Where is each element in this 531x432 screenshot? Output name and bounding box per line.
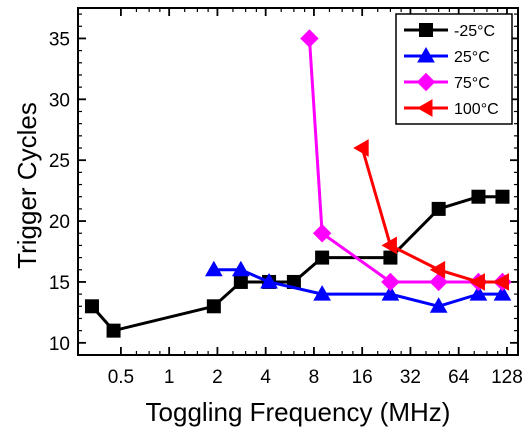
y-axis-title: Trigger Cycles — [12, 102, 42, 269]
data-point — [381, 236, 397, 255]
y-tick-label: 25 — [49, 151, 70, 172]
data-point — [429, 272, 448, 292]
y-tick-label: 10 — [49, 334, 70, 355]
series-square — [84, 189, 510, 338]
y-tick-label: 20 — [49, 212, 70, 233]
plot-border — [77, 7, 519, 356]
legend-marker — [416, 99, 433, 117]
data-point — [471, 189, 486, 204]
legend-item: 25°C — [404, 46, 490, 66]
x-tick-label: 64 — [448, 367, 470, 388]
data-point — [233, 274, 248, 289]
data-point — [469, 273, 485, 291]
series-triangle-up — [204, 260, 512, 313]
data-point — [300, 29, 319, 48]
data-point — [493, 273, 509, 291]
series-layer — [84, 29, 512, 338]
x-axis-title: Toggling Frequency (MHz) — [146, 397, 451, 427]
data-point — [381, 272, 400, 292]
data-point — [315, 250, 330, 265]
series-triangle-left — [353, 139, 509, 291]
legend-item: 100°C — [404, 99, 499, 118]
data-point — [429, 260, 446, 279]
data-point — [204, 260, 223, 277]
data-point — [381, 285, 400, 301]
data-point — [106, 323, 121, 338]
data-point — [231, 260, 250, 277]
x-tick-label: 2 — [212, 367, 223, 388]
x-tick-label: 8 — [309, 367, 320, 388]
legend-item: -25°C — [404, 23, 495, 40]
data-point — [493, 285, 512, 301]
data-point — [495, 189, 510, 204]
data-point — [260, 272, 278, 289]
data-point — [353, 139, 369, 157]
x-tick-label: 32 — [400, 367, 421, 388]
legend-label: 100°C — [454, 101, 499, 118]
x-tick-label: 128 — [491, 367, 523, 388]
legend-label: 75°C — [454, 75, 490, 92]
legend-box — [395, 13, 513, 125]
legend-marker — [417, 46, 435, 63]
legend-marker — [416, 72, 436, 92]
data-point — [84, 299, 99, 314]
y-tick-label: 35 — [49, 29, 70, 50]
legend-label: -25°C — [454, 23, 495, 40]
data-point — [429, 297, 448, 313]
data-point — [431, 201, 446, 216]
legend-marker — [419, 23, 433, 37]
legend-item: 75°C — [404, 72, 490, 92]
data-point — [312, 224, 332, 243]
y-tick-label: 30 — [49, 90, 70, 111]
y-tick-label: 15 — [49, 273, 70, 294]
x-tick-label: 1 — [164, 367, 175, 388]
legend-label: 25°C — [454, 49, 490, 66]
x-tick-label: 16 — [352, 367, 373, 388]
tick-labels: 10 15 20 25 30 35 0.5 1 2 4 8 16 32 64 128 — [49, 29, 523, 388]
data-point — [383, 250, 398, 265]
data-point — [313, 285, 331, 301]
data-point — [469, 285, 488, 301]
data-point — [206, 299, 221, 314]
x-tick-label: 0.5 — [108, 367, 134, 388]
legend: -25°C 25°C 75°C 100°C — [395, 13, 513, 125]
plot-frame — [77, 7, 519, 356]
x-tick-label: 4 — [260, 367, 271, 388]
